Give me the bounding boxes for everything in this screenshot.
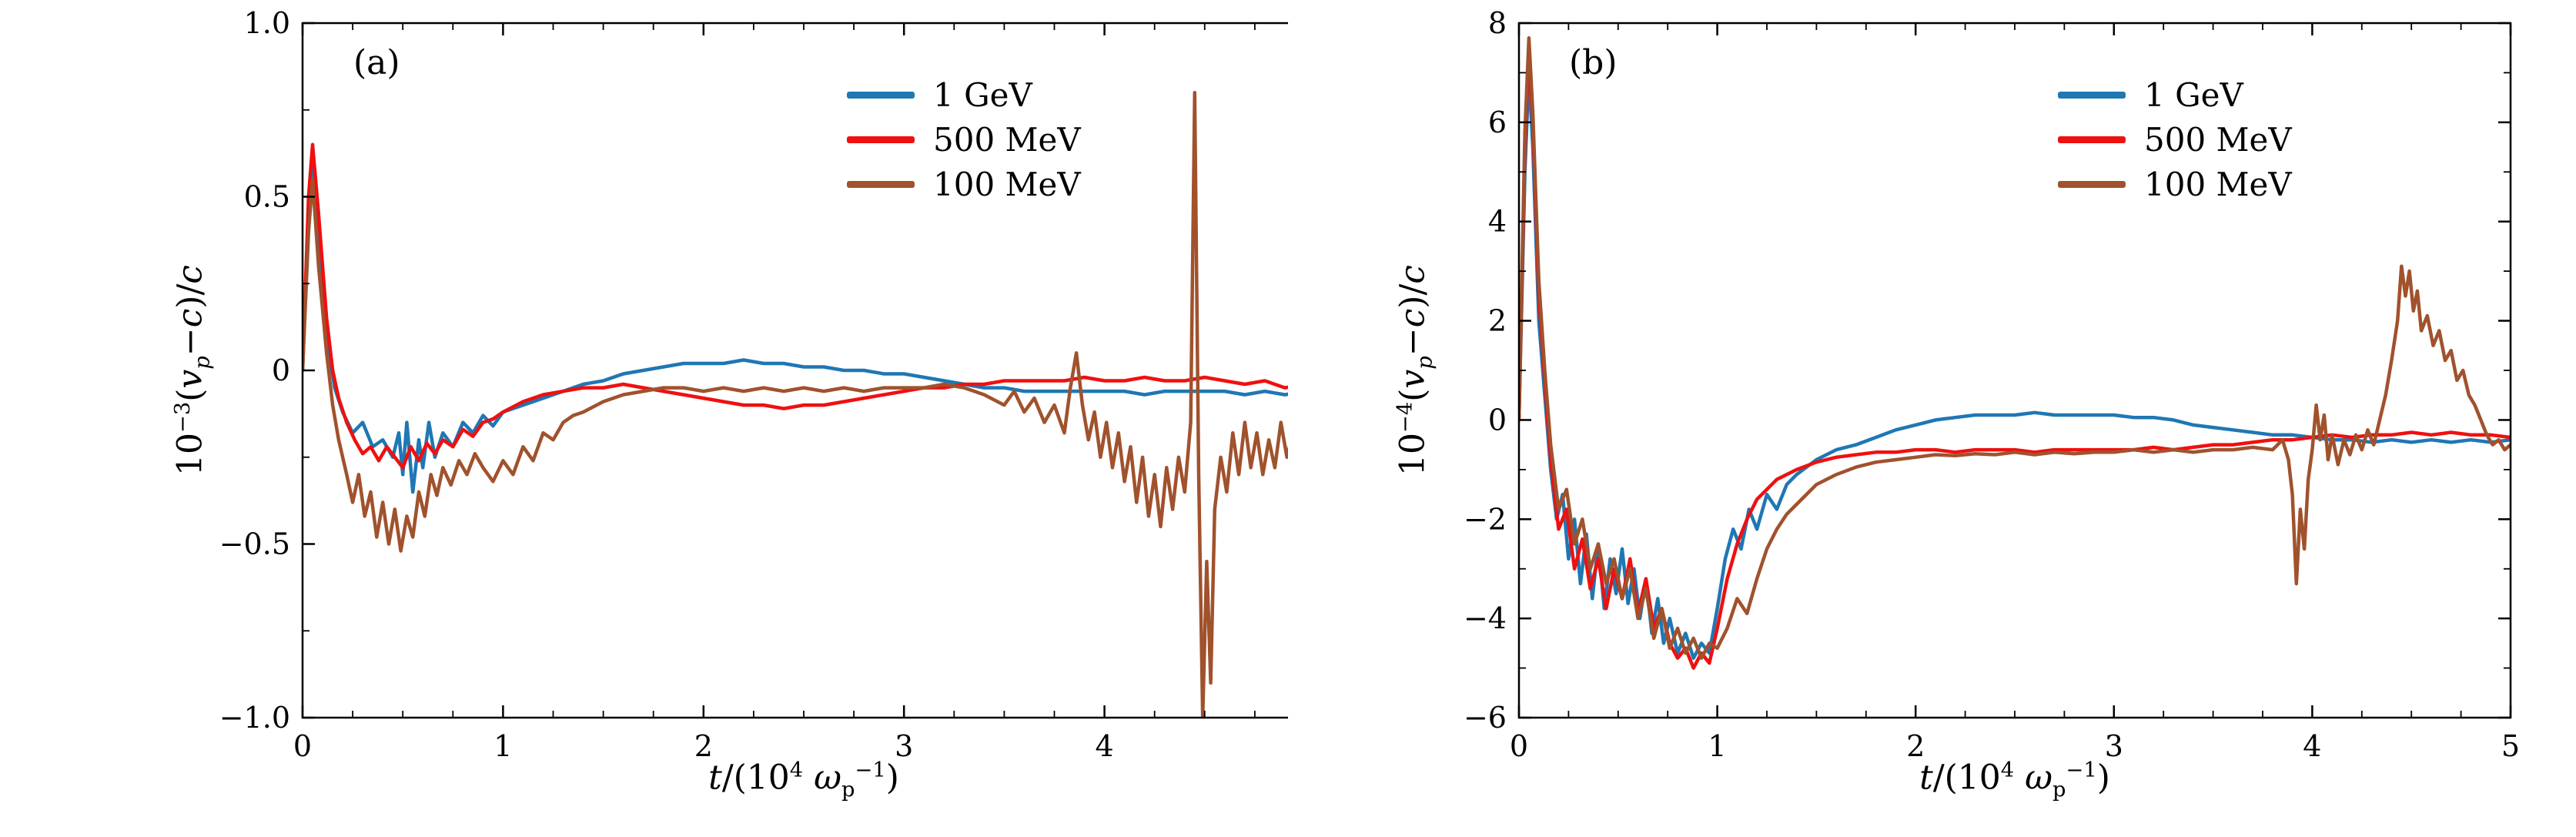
panel-label-a: (a) xyxy=(353,43,400,82)
y-tick-label: −4 xyxy=(1464,601,1507,635)
legend-item-500-mev: 500 MeV xyxy=(2058,120,2292,159)
x-tick-label: 3 xyxy=(895,729,913,763)
panel-label-b: (b) xyxy=(1569,43,1618,82)
legend-line-swatch xyxy=(2058,91,2126,99)
y-tick-label: 4 xyxy=(1488,205,1507,239)
ylabel-open: ( xyxy=(170,388,210,402)
x-tick-label: 0 xyxy=(1510,729,1528,763)
ylabel-close: )/ xyxy=(170,283,210,309)
ylabel-coeff: 10 xyxy=(1393,432,1433,476)
xlabel-t: t xyxy=(708,758,722,798)
y-tick-label: −2 xyxy=(1464,502,1507,536)
y-tick-label: 2 xyxy=(1488,304,1507,338)
y-tick-label: 0 xyxy=(1488,403,1507,437)
ylabel-v: v xyxy=(1393,369,1433,389)
y-tick-label: 8 xyxy=(1488,6,1507,40)
y-axis-label-b: 10−4(vp−c)/c xyxy=(1393,265,1437,476)
xlabel-sub: p xyxy=(2052,778,2066,802)
ylabel-open: ( xyxy=(1393,388,1433,402)
x-tick-label: 1 xyxy=(493,729,512,763)
xlabel-omega: ω xyxy=(803,758,842,798)
xlabel-open: /(10 xyxy=(721,758,790,798)
legend-item-100-mev: 100 MeV xyxy=(847,165,1081,203)
x-tick-label: 2 xyxy=(1906,729,1925,763)
legend-b: 1 GeV 500 MeV 100 MeV xyxy=(2058,75,2292,203)
x-tick-label: 5 xyxy=(2501,729,2520,763)
ylabel-sub: p xyxy=(1413,356,1437,370)
ylabel-c1: c xyxy=(1393,308,1433,328)
xlabel-exp2: −1 xyxy=(855,758,886,782)
legend-label: 500 MeV xyxy=(933,120,1081,159)
ylabel-exp: −4 xyxy=(1393,401,1417,433)
y-tick-label: 6 xyxy=(1488,105,1507,139)
legend-item-1-gev: 1 GeV xyxy=(2058,75,2292,114)
legend-line-swatch xyxy=(847,136,915,143)
xlabel-close: ) xyxy=(2096,758,2110,798)
ylabel-coeff: 10 xyxy=(170,432,210,476)
xlabel-close: ) xyxy=(885,758,899,798)
legend-line-swatch xyxy=(2058,180,2126,188)
legend-line-swatch xyxy=(847,180,915,188)
x-tick-label: 3 xyxy=(2105,729,2123,763)
legend-label: 100 MeV xyxy=(933,165,1081,203)
x-axis-label-a: t/(104 ωp−1) xyxy=(708,758,899,802)
panel-b: 0 1 2 3 4 5 −6 −4 −2 0 2 4 6 8 (b) 1 GeV 500 MeV 100 Me… xyxy=(1288,0,2576,837)
legend-label: 100 MeV xyxy=(2144,165,2292,203)
xlabel-exp2: −1 xyxy=(2066,758,2097,782)
x-tick-label: 4 xyxy=(2303,729,2321,763)
ylabel-exp: −3 xyxy=(170,401,195,433)
ylabel-v: v xyxy=(170,369,210,389)
axes-b: 0 1 2 3 4 5 −6 −4 −2 0 2 4 6 8 xyxy=(1464,6,2520,763)
xlabel-omega: ω xyxy=(2014,758,2053,798)
x-tick-label: 1 xyxy=(1708,729,1727,763)
x-axis-label-b: t/(104 ωp−1) xyxy=(1919,758,2110,802)
xlabel-open: /(10 xyxy=(1932,758,2001,798)
ylabel-c2: c xyxy=(170,265,210,284)
legend-label: 500 MeV xyxy=(2144,120,2292,159)
ylabel-c2: c xyxy=(1393,265,1433,284)
xlabel-t: t xyxy=(1919,758,1933,798)
ylabel-minus: − xyxy=(170,327,210,357)
x-tick-label: 4 xyxy=(1096,729,1114,763)
y-tick-label: 1.0 xyxy=(244,6,290,40)
y-tick-label: −1.0 xyxy=(219,701,290,735)
legend-item-1-gev: 1 GeV xyxy=(847,75,1081,114)
legend-label: 1 GeV xyxy=(2144,75,2243,114)
y-tick-label: 0.5 xyxy=(244,180,290,214)
legend-line-swatch xyxy=(2058,136,2126,143)
legend-line-swatch xyxy=(847,91,915,99)
legend-item-100-mev: 100 MeV xyxy=(2058,165,2292,203)
xlabel-exp: 4 xyxy=(789,758,804,782)
x-tick-label: 2 xyxy=(694,729,713,763)
ylabel-minus: − xyxy=(1393,327,1433,357)
x-tick-label: 0 xyxy=(293,729,312,763)
xlabel-sub: p xyxy=(841,778,855,802)
legend-label: 1 GeV xyxy=(933,75,1032,114)
legend-a: 1 GeV 500 MeV 100 MeV xyxy=(847,75,1081,203)
legend-item-500-mev: 500 MeV xyxy=(847,120,1081,159)
y-tick-label: 0 xyxy=(272,353,290,387)
xlabel-exp: 4 xyxy=(2000,758,2015,782)
ylabel-sub: p xyxy=(190,356,215,370)
ylabel-close: )/ xyxy=(1393,283,1433,309)
ylabel-c1: c xyxy=(170,308,210,328)
y-tick-label: −0.5 xyxy=(219,527,290,561)
y-tick-label: −6 xyxy=(1464,701,1507,735)
y-axis-label-a: 10−3(vp−c)/c xyxy=(171,265,215,476)
